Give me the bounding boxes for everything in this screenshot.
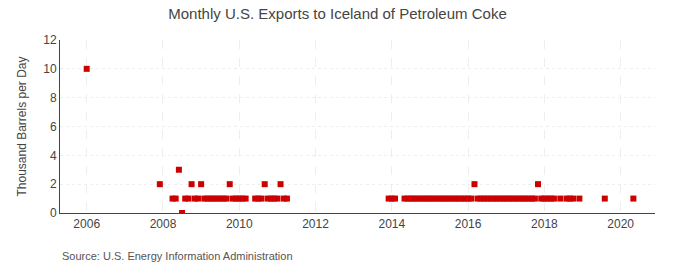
svg-text:2020: 2020	[607, 217, 634, 231]
svg-text:Monthly U.S. Exports to Icelan: Monthly U.S. Exports to Iceland of Petro…	[168, 5, 507, 22]
svg-text:2012: 2012	[302, 217, 329, 231]
svg-text:2008: 2008	[150, 217, 177, 231]
svg-text:4: 4	[50, 149, 57, 163]
svg-text:10: 10	[43, 62, 57, 76]
svg-text:2010: 2010	[226, 217, 253, 231]
svg-text:Thousand Barrels per Day: Thousand Barrels per Day	[15, 56, 29, 196]
svg-text:2014: 2014	[378, 217, 405, 231]
svg-text:Source: U.S. Energy Informatio: Source: U.S. Energy Information Administ…	[62, 250, 293, 262]
svg-text:0: 0	[50, 206, 57, 220]
svg-text:2018: 2018	[531, 217, 558, 231]
svg-text:12: 12	[43, 33, 57, 47]
svg-text:2016: 2016	[455, 217, 482, 231]
svg-text:2006: 2006	[73, 217, 100, 231]
svg-text:6: 6	[50, 120, 57, 134]
svg-text:8: 8	[50, 91, 57, 105]
svg-text:2: 2	[50, 177, 57, 191]
